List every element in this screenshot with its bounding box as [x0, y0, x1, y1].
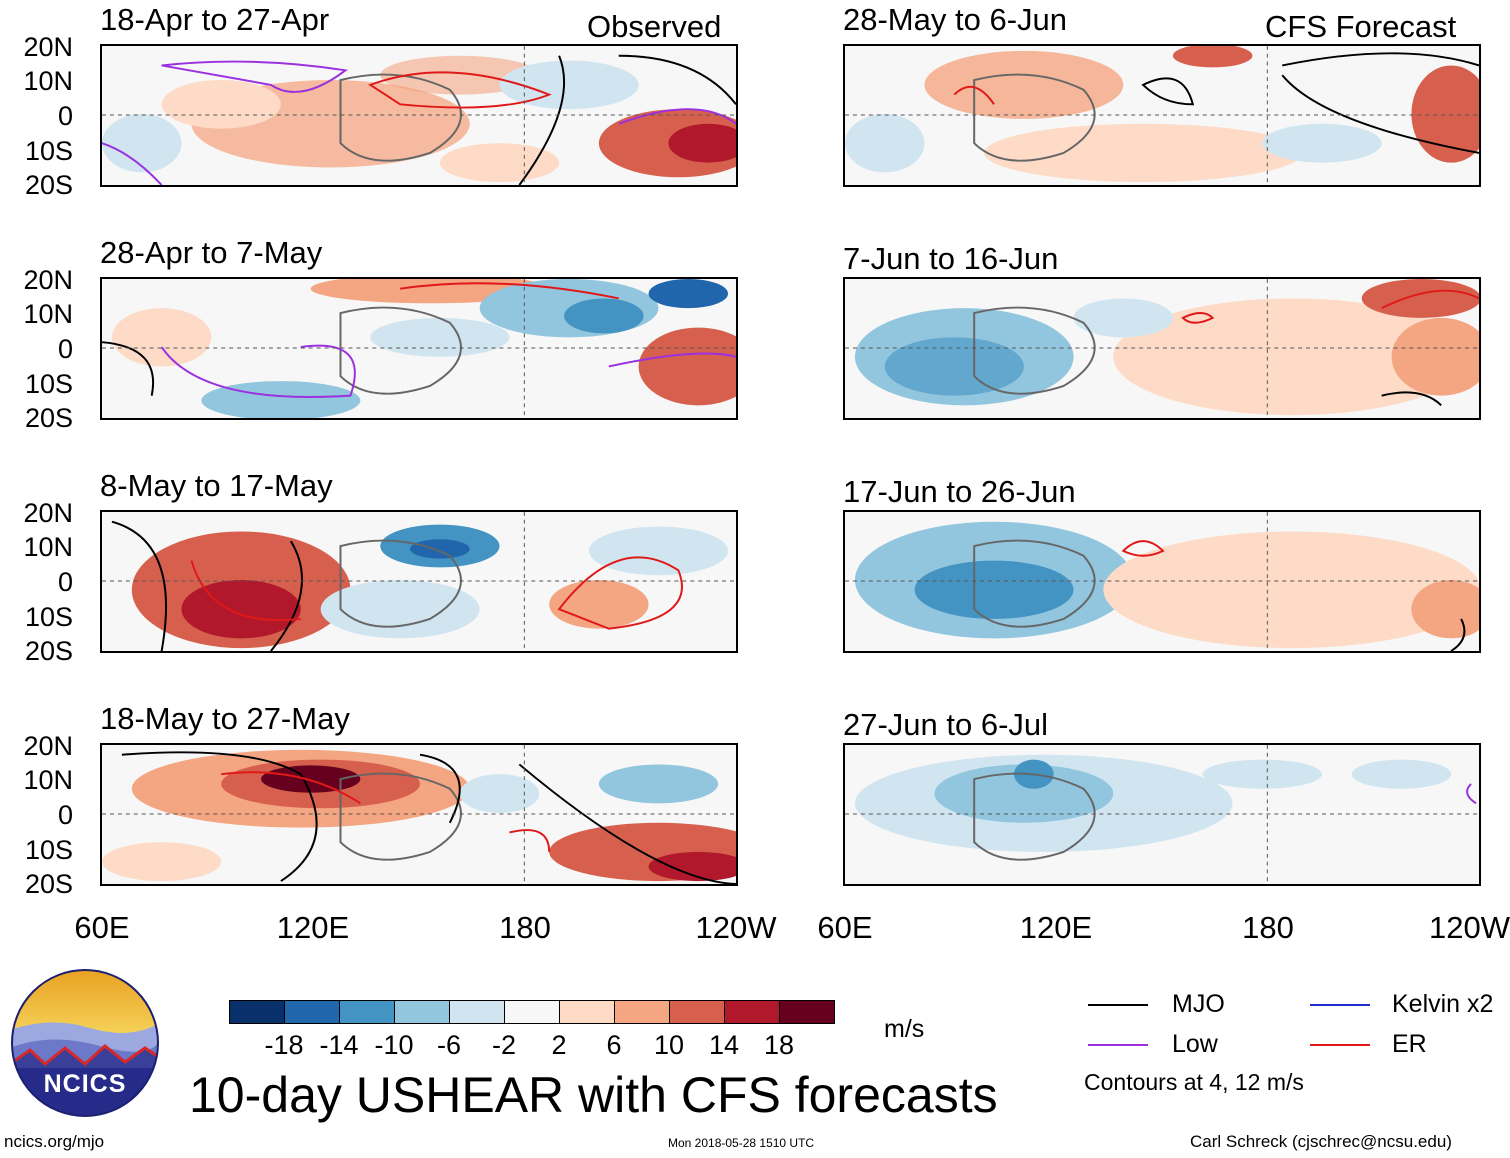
logo-text: NCICS [43, 1070, 127, 1098]
lat-tick: 20S [24, 170, 73, 200]
legend-line [1310, 1044, 1370, 1046]
lat-tick: 0 [57, 334, 73, 364]
footer-credit: Carl Schreck (cjschrec@ncsu.edu) [1190, 1132, 1452, 1151]
legend-label: Low [1172, 1030, 1218, 1058]
lat-tick: 20N [23, 265, 73, 295]
panel-title: 17-Jun to 26-Jun [843, 474, 1076, 509]
footer-url[interactable]: ncics.org/mjo [4, 1132, 105, 1151]
lat-tick: 0 [57, 567, 73, 597]
legend-label: Kelvin x2 [1392, 990, 1494, 1018]
lat-tick: 20S [24, 403, 73, 433]
colorbar-cell [449, 1000, 505, 1024]
map-panel-observed-3 [100, 510, 738, 653]
colorbar-cell [724, 1000, 780, 1024]
forecast-label: CFS Forecast [1265, 9, 1457, 44]
lat-tick: 0 [57, 101, 73, 131]
lat-tick: 20S [24, 636, 73, 666]
lat-tick: 20N [23, 731, 73, 761]
colorbar-tick-label: 2 [551, 1030, 567, 1060]
panel-title: 28-May to 6-Jun [843, 2, 1067, 37]
legend-line [1310, 1004, 1370, 1006]
panel-title: 18-May to 27-May [100, 701, 350, 736]
lat-tick: 10S [24, 136, 73, 166]
map-panel-observed-4 [100, 743, 738, 886]
lat-tick: 10N [23, 532, 73, 562]
lon-tick: 120E [1019, 910, 1093, 945]
colorbar-tick-label: -10 [374, 1030, 414, 1060]
panel-title: 8-May to 17-May [100, 468, 333, 503]
colorbar-tick-label: 10 [653, 1030, 685, 1060]
colorbar-tick-label: -6 [436, 1030, 461, 1060]
colorbar-cell [559, 1000, 615, 1024]
colorbar-cell [504, 1000, 560, 1024]
colorbar-tick-label: 6 [606, 1030, 622, 1060]
colorbar [229, 1000, 835, 1024]
colorbar-tick-label: -2 [491, 1030, 516, 1060]
legend-line [1088, 1044, 1148, 1046]
panel-title: 27-Jun to 6-Jul [843, 707, 1049, 742]
legend-line [1088, 1004, 1148, 1006]
lat-tick: 20S [24, 869, 73, 899]
figure-title: 10-day USHEAR with CFS forecasts [189, 1067, 998, 1123]
lon-tick: 60E [74, 910, 130, 945]
colorbar-cell [284, 1000, 340, 1024]
colorbar-cell [394, 1000, 450, 1024]
map-panel-forecast-2 [843, 277, 1481, 420]
colorbar-cell [614, 1000, 670, 1024]
lon-tick: 180 [499, 910, 551, 945]
map-panel-forecast-3 [843, 510, 1481, 653]
map-panel-forecast-1 [843, 44, 1481, 187]
legend-label: MJO [1172, 990, 1225, 1018]
colorbar-tick-label: -18 [264, 1030, 304, 1060]
colorbar-cell [669, 1000, 725, 1024]
colorbar-units: m/s [884, 1015, 925, 1043]
ncics-logo: NCICS [10, 968, 160, 1118]
lat-tick: 10N [23, 299, 73, 329]
lat-tick: 20N [23, 32, 73, 62]
lon-tick: 180 [1242, 910, 1294, 945]
lat-tick: 10S [24, 369, 73, 399]
panel-title: 28-Apr to 7-May [100, 235, 323, 270]
colorbar-tick-label: 18 [763, 1030, 795, 1060]
lat-tick: 0 [57, 800, 73, 830]
lon-tick: 60E [817, 910, 873, 945]
footer-timestamp: Mon 2018-05-28 1510 UTC [668, 1136, 815, 1150]
legend-label: ER [1392, 1030, 1427, 1058]
lat-tick: 10S [24, 602, 73, 632]
colorbar-cell [779, 1000, 835, 1024]
colorbar-cell [339, 1000, 395, 1024]
lat-tick: 10N [23, 66, 73, 96]
lon-tick: 120W [1429, 910, 1510, 945]
map-panel-forecast-4 [843, 743, 1481, 886]
lat-tick: 10S [24, 835, 73, 865]
panel-title: 7-Jun to 16-Jun [843, 241, 1059, 276]
contours-note: Contours at 4, 12 m/s [1084, 1069, 1304, 1095]
colorbar-tick-label: -14 [319, 1030, 359, 1060]
colorbar-cell [229, 1000, 285, 1024]
lat-tick: 20N [23, 498, 73, 528]
panel-title: 18-Apr to 27-Apr [100, 2, 330, 37]
map-panel-observed-2 [100, 277, 738, 420]
colorbar-labels: -18 -14 -10 -6 -2 2 6 10 14 18 [229, 1032, 834, 1062]
colorbar-tick-label: 14 [708, 1030, 740, 1060]
lon-tick: 120E [276, 910, 350, 945]
lon-tick: 120W [695, 910, 777, 945]
observed-label: Observed [587, 9, 722, 44]
map-panel-observed-1 [100, 44, 738, 187]
lat-tick: 10N [23, 765, 73, 795]
